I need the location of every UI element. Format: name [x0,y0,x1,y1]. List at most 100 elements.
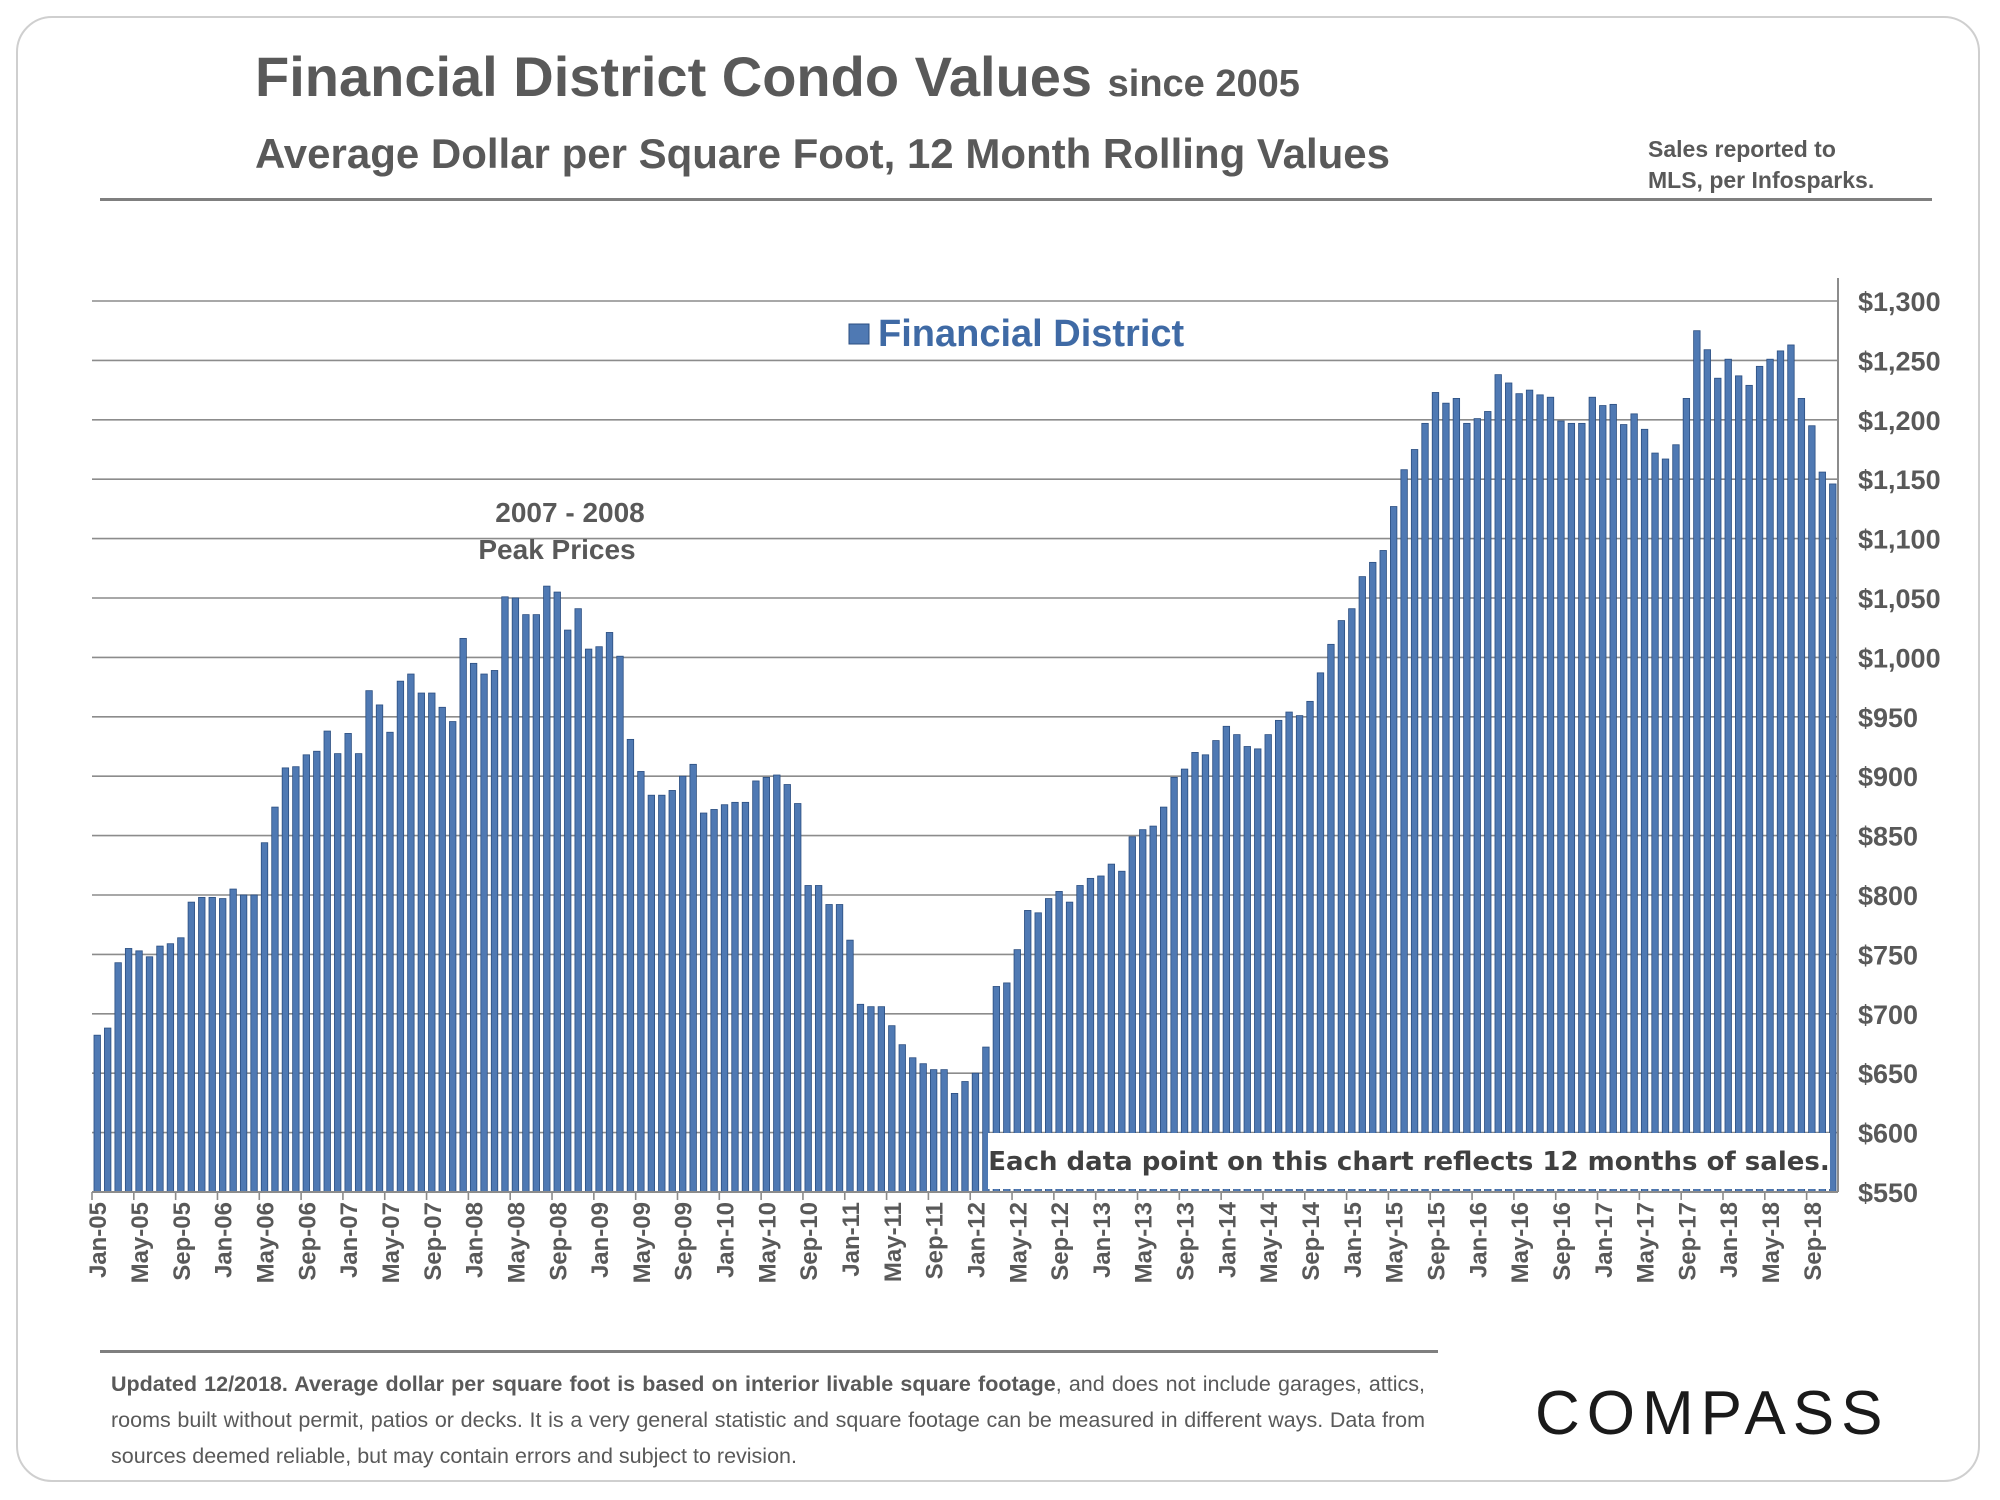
bar [814,885,823,1193]
y-tick-label: $950 [1858,703,1918,733]
bar [1400,469,1408,1193]
bar [950,1092,959,1193]
x-tick-label: Sep-08 [545,1202,572,1281]
bar [689,763,697,1193]
bar [1348,608,1356,1193]
bar [867,1006,875,1193]
bar [1327,643,1335,1193]
x-tick-label: Sep-09 [671,1202,698,1281]
x-tick-label: Jan-12 [963,1202,990,1278]
bar [1609,403,1617,1193]
bar [1787,344,1795,1193]
bar [1379,550,1387,1193]
bar [281,767,290,1193]
bar [1640,428,1649,1193]
x-tick-label: Jan-07 [336,1202,363,1278]
x-tick-label: May-08 [503,1202,530,1283]
bar [459,637,467,1193]
bar [856,1003,865,1193]
bar [919,1063,927,1193]
bar [166,943,175,1193]
bar [616,655,624,1193]
bar [1797,398,1806,1193]
x-tick-label: Sep-16 [1549,1202,1576,1281]
bar [1285,711,1293,1193]
header-divider [100,198,1932,201]
x-tick-label: May-10 [754,1202,781,1283]
x-tick-label: May-16 [1507,1202,1534,1283]
bar [961,1081,969,1193]
x-tick-label: Jan-15 [1340,1202,1367,1278]
footer-rest-text: , and does not include garages, attics, … [111,1372,1426,1468]
bar [1599,405,1607,1193]
x-tick-label: Jan-08 [462,1202,489,1278]
bar [260,842,269,1193]
bar [584,648,593,1193]
bar [1755,365,1764,1193]
bar [93,1034,101,1193]
x-tick-label: May-06 [253,1202,280,1283]
bar [522,614,530,1193]
source-note: Sales reported to MLS, per Infosparks. [1648,134,1948,196]
bar [940,1069,948,1193]
x-tick-label: Sep-11 [922,1202,949,1279]
title-suffix: since 2005 [1107,63,1300,105]
bar [428,692,436,1193]
x-tick-label: May-15 [1382,1202,1409,1283]
bar [1567,422,1576,1193]
source-line-2: MLS, per Infosparks. [1648,167,1875,193]
bar [407,673,415,1193]
y-tick-label: $850 [1858,822,1918,852]
x-tick-label: Sep-12 [1047,1202,1074,1281]
bar [1484,411,1492,1193]
bar [1337,620,1346,1193]
bar [846,939,854,1193]
y-tick-label: $1,250 [1858,346,1941,376]
bar [375,704,384,1193]
bar [1661,458,1670,1193]
bar [1212,740,1220,1193]
bar [145,956,154,1193]
x-tick-label: Jan-10 [713,1202,740,1278]
bar [877,1006,886,1193]
bar [1306,700,1314,1193]
y-tick-label: $1,150 [1858,465,1941,495]
annotation-note: Each data point on this chart reflects 1… [988,1147,1829,1177]
bar [1222,725,1231,1193]
bar [239,894,248,1193]
bar [1473,418,1481,1193]
footer-bold-text: Updated 12/2018. Average dollar per squa… [111,1372,1056,1396]
bar [710,809,718,1193]
bar [344,733,352,1193]
bar [595,646,603,1193]
bar [835,904,844,1193]
bar [1201,754,1210,1193]
bar [626,738,635,1193]
bar [564,629,572,1193]
x-tick-label: Jan-09 [587,1202,614,1278]
bar [449,721,457,1193]
bar [1557,420,1565,1193]
bar [480,673,488,1193]
x-tick-label: Jan-16 [1465,1202,1492,1278]
page-subtitle: Average Dollar per Square Foot, 12 Month… [255,130,1391,177]
bar [511,597,520,1193]
y-tick-label: $1,200 [1858,406,1941,436]
bar [1254,748,1262,1193]
bar [1275,719,1283,1193]
bar [438,706,446,1193]
x-tick-label: Jan-18 [1716,1202,1743,1278]
bar [187,901,195,1193]
x-tick-label: Sep-13 [1173,1202,1200,1281]
bar [334,753,342,1193]
bar [417,692,425,1193]
y-tick-label: $650 [1858,1059,1918,1089]
bar [198,896,206,1193]
x-tick-label: Jan-05 [85,1202,112,1278]
x-tick-label: Sep-07 [420,1202,447,1281]
compass-logo: COMPASS [1535,1379,1890,1448]
bar [898,1044,906,1193]
bar [804,885,812,1193]
bar [1630,413,1638,1193]
x-tick-label: Jan-17 [1591,1202,1618,1278]
